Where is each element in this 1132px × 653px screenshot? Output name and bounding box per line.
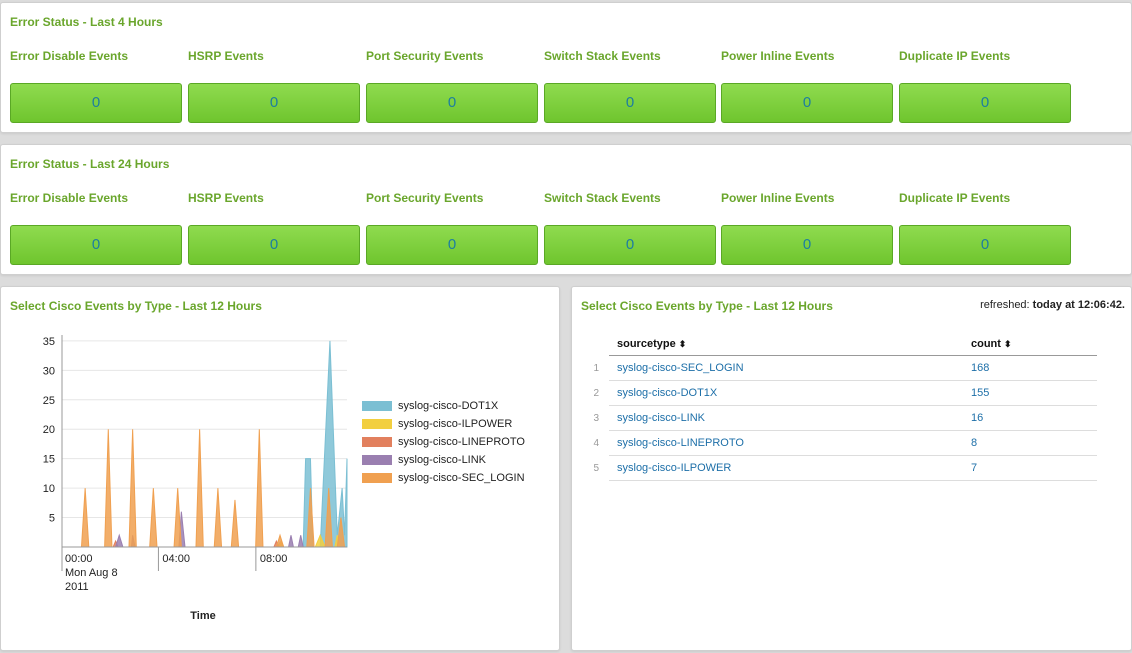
sourcetype-header-label: sourcetype <box>617 338 676 350</box>
cell-label: Port Security Events <box>366 49 484 63</box>
legend-swatch <box>362 437 392 447</box>
switch-stack-events-value-button[interactable]: 0 <box>544 225 716 265</box>
count-header-label: count <box>971 338 1001 350</box>
refreshed-status: refreshed: today at 12:06:42. <box>980 299 1125 311</box>
count-cell-link[interactable]: 155 <box>963 380 1097 406</box>
cell-label: HSRP Events <box>188 191 264 205</box>
cisco-events-table-panel: Select Cisco Events by Type - Last 12 Ho… <box>571 286 1132 651</box>
legend-item[interactable]: syslog-cisco-LINEPROTO <box>362 433 525 451</box>
cell-label: Switch Stack Events <box>544 191 661 205</box>
legend-swatch <box>362 419 392 429</box>
legend-label: syslog-cisco-SEC_LOGIN <box>398 472 525 484</box>
refreshed-time: today at 12:06:42. <box>1032 299 1125 311</box>
x-tick-label: Mon Aug 8 <box>65 567 118 579</box>
x-tick-label: 04:00 <box>162 553 190 565</box>
sourcetype-cell-link[interactable]: syslog-cisco-DOT1X <box>609 380 963 406</box>
series-area-syslog-cisco-LINK[interactable] <box>114 511 304 548</box>
results-table: sourcetype ⬍ count ⬍ 1 syslog-cisco-SEC_… <box>589 333 1097 481</box>
area-chart[interactable]: 5 10 15 20 25 30 35 00:00 Mon Aug 8 2011 04:00 08:0… <box>1 287 559 650</box>
cell-label: Error Disable Events <box>10 191 129 205</box>
sort-icon: ⬍ <box>678 339 687 349</box>
y-tick-label: 30 <box>43 365 55 377</box>
chart-legend: syslog-cisco-DOT1X syslog-cisco-ILPOWER sy… <box>362 397 525 487</box>
sourcetype-cell-link[interactable]: syslog-cisco-ILPOWER <box>609 455 963 481</box>
cell-label: Error Disable Events <box>10 49 129 63</box>
panel-title: Select Cisco Events by Type - Last 12 Ho… <box>581 299 833 313</box>
count-cell-link[interactable]: 8 <box>963 430 1097 456</box>
y-tick-label: 25 <box>43 395 55 407</box>
row-number: 5 <box>593 462 599 474</box>
duplicate-ip-events-value-button[interactable]: 0 <box>899 225 1071 265</box>
cell-label: Duplicate IP Events <box>899 49 1011 63</box>
sourcetype-cell-link[interactable]: syslog-cisco-LINEPROTO <box>609 430 963 456</box>
legend-swatch <box>362 455 392 465</box>
switch-stack-events-value-button[interactable]: 0 <box>544 83 716 123</box>
cisco-events-chart-panel: Select Cisco Events by Type - Last 12 Ho… <box>0 286 560 651</box>
table-row: 4 syslog-cisco-LINEPROTO 8 <box>589 430 1097 456</box>
table-header-row: sourcetype ⬍ count ⬍ <box>589 333 1097 356</box>
x-tick-label: 2011 <box>65 581 89 593</box>
legend-label: syslog-cisco-DOT1X <box>398 400 499 412</box>
count-column-header[interactable]: count ⬍ <box>963 333 1097 356</box>
row-number: 1 <box>593 362 599 374</box>
y-tick-label: 35 <box>43 336 55 348</box>
cell-label: Power Inline Events <box>721 191 835 205</box>
legend-label: syslog-cisco-LINK <box>398 454 487 466</box>
panel-title: Select Cisco Events by Type - Last 12 Ho… <box>10 299 262 313</box>
table-row: 2 syslog-cisco-DOT1X 155 <box>589 380 1097 406</box>
legend-item[interactable]: syslog-cisco-SEC_LOGIN <box>362 469 525 487</box>
y-tick-label: 5 <box>49 513 55 525</box>
sourcetype-cell-link[interactable]: syslog-cisco-LINK <box>609 405 963 431</box>
y-tick-label: 15 <box>43 454 55 466</box>
legend-item[interactable]: syslog-cisco-ILPOWER <box>362 415 525 433</box>
count-cell-link[interactable]: 7 <box>963 455 1097 481</box>
error-disable-events-value-button[interactable]: 0 <box>10 83 182 123</box>
row-number: 4 <box>593 437 599 449</box>
x-tick-label: 08:00 <box>260 553 288 565</box>
legend-label: syslog-cisco-ILPOWER <box>398 418 513 430</box>
panel-title: Error Status - Last 24 Hours <box>10 157 170 171</box>
panel-title: Error Status - Last 4 Hours <box>10 15 163 29</box>
cell-label: Power Inline Events <box>721 49 835 63</box>
legend-label: syslog-cisco-LINEPROTO <box>398 436 525 448</box>
error-status-4h-panel: Error Status - Last 4 Hours Error Disabl… <box>0 2 1132 133</box>
legend-item[interactable]: syslog-cisco-LINK <box>362 451 525 469</box>
cell-label: Switch Stack Events <box>544 49 661 63</box>
power-inline-events-value-button[interactable]: 0 <box>721 83 893 123</box>
cell-label: Duplicate IP Events <box>899 191 1011 205</box>
x-tick-label: 00:00 <box>65 553 93 565</box>
port-security-events-value-button[interactable]: 0 <box>366 83 538 123</box>
legend-swatch <box>362 473 392 483</box>
count-cell-link[interactable]: 168 <box>963 355 1097 381</box>
legend-swatch <box>362 401 392 411</box>
cell-label: HSRP Events <box>188 49 264 63</box>
y-tick-label: 10 <box>43 483 55 495</box>
error-disable-events-value-button[interactable]: 0 <box>10 225 182 265</box>
table-row: 1 syslog-cisco-SEC_LOGIN 168 <box>589 355 1097 381</box>
sourcetype-cell-link[interactable]: syslog-cisco-SEC_LOGIN <box>609 355 963 381</box>
sort-icon: ⬍ <box>1004 339 1012 349</box>
row-number: 2 <box>593 387 599 399</box>
rownum-header <box>589 333 609 356</box>
hsrp-events-value-button[interactable]: 0 <box>188 83 360 123</box>
sourcetype-column-header[interactable]: sourcetype ⬍ <box>609 333 963 356</box>
table-row: 3 syslog-cisco-LINK 16 <box>589 405 1097 431</box>
error-status-24h-panel: Error Status - Last 24 Hours Error Disab… <box>0 144 1132 275</box>
row-number: 3 <box>593 412 599 424</box>
hsrp-events-value-button[interactable]: 0 <box>188 225 360 265</box>
power-inline-events-value-button[interactable]: 0 <box>721 225 893 265</box>
cell-label: Port Security Events <box>366 191 484 205</box>
duplicate-ip-events-value-button[interactable]: 0 <box>899 83 1071 123</box>
x-axis-title: Time <box>190 610 215 622</box>
refreshed-label: refreshed: <box>980 299 1030 311</box>
port-security-events-value-button[interactable]: 0 <box>366 225 538 265</box>
legend-item[interactable]: syslog-cisco-DOT1X <box>362 397 525 415</box>
table-row: 5 syslog-cisco-ILPOWER 7 <box>589 455 1097 481</box>
count-cell-link[interactable]: 16 <box>963 405 1097 431</box>
y-tick-label: 20 <box>43 424 55 436</box>
